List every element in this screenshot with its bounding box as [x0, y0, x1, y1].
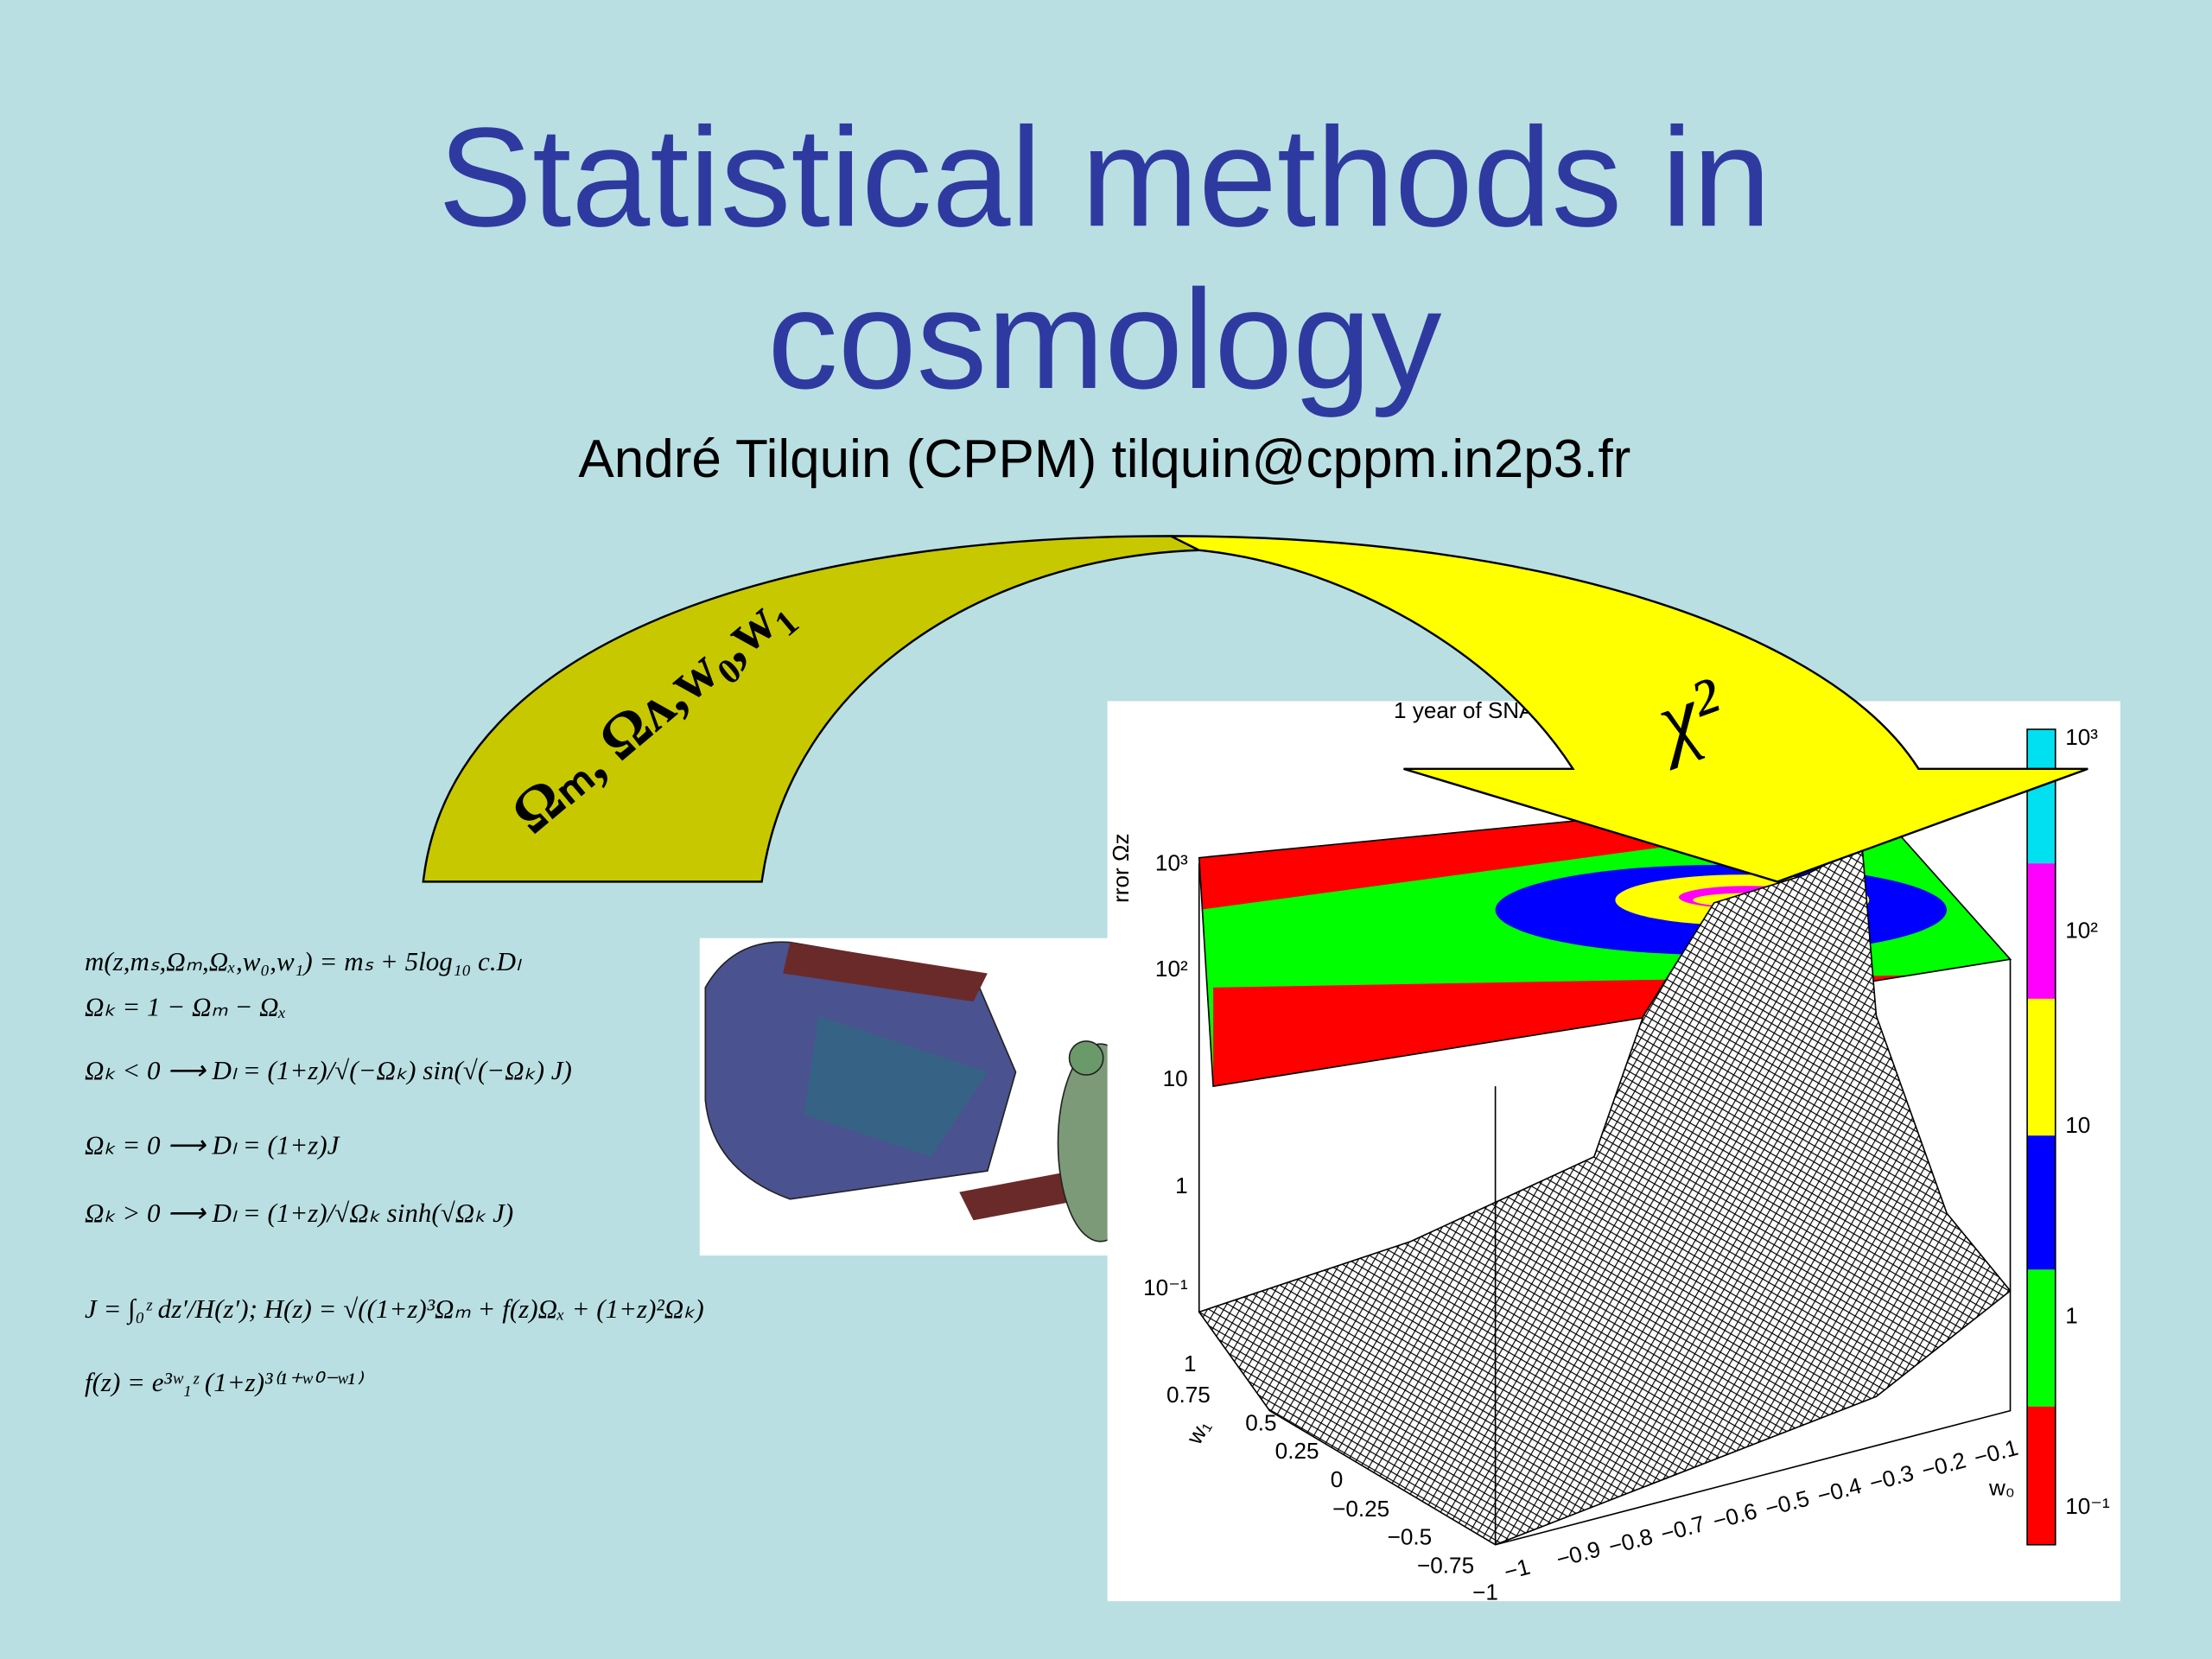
y-tick-label: −0.5	[1388, 1524, 1433, 1550]
plot-image: 1 year of SNA rror Ωz w₀ w₁ 10³10²10110⁻…	[1107, 697, 2120, 1605]
colorbar-tick-label: 10²	[2065, 918, 2098, 944]
y-tick-label: −0.75	[1417, 1552, 1474, 1578]
equation: Ωₖ = 1 − Ωₘ − Ωₓ	[85, 992, 286, 1022]
equation: Ωₖ < 0 ⟶ Dₗ = (1+z)/√(−Ωₖ) sin(√(−Ωₖ) J)	[85, 1055, 572, 1085]
colorbar	[2026, 728, 2056, 1546]
subtitle: André Tilquin (CPPM) tilquin@cppm.in2p3.…	[578, 429, 1630, 489]
y-tick-label: 0	[1331, 1466, 1344, 1492]
y-tick-label: 0.5	[1245, 1410, 1276, 1436]
equation: Ωₖ = 0 ⟶ Dₗ = (1+z)J	[85, 1130, 340, 1160]
colorbar-tick-label: 1	[2065, 1302, 2078, 1328]
axis-label: rror Ωz	[1108, 833, 1134, 902]
satellite-image	[699, 938, 1144, 1256]
title-line: Statistical methods in	[438, 98, 1771, 256]
z-tick-label: 10⁻¹	[1143, 1274, 1188, 1300]
x-tick-label: −1	[1501, 1554, 1533, 1586]
colorbar-tick-label: 10	[2065, 1112, 2090, 1138]
y-tick-label: 0.25	[1275, 1438, 1319, 1464]
z-tick-label: 10²	[1155, 956, 1188, 982]
y-tick-label: −1	[1472, 1579, 1498, 1605]
axis-label: w₀	[1988, 1475, 2015, 1501]
equation: J = ∫₀ᶻ dz′/H(z′); H(z) = √((1+z)³Ωₘ + f…	[85, 1294, 704, 1325]
y-tick-label: 0.75	[1166, 1382, 1211, 1408]
colorbar-tick-label: 10³	[2065, 724, 2098, 750]
surface	[1198, 845, 2012, 1546]
equations: m(z,mₛ,Ωₘ,Ωₓ,w₀,w₁) = mₛ + 5log₁₀ c.Dₗ Ωₖ…	[85, 946, 704, 1397]
title-line: cosmology	[767, 260, 1442, 418]
equation: f(z) = e³ʷ₁ᶻ (1+z)³⁽¹⁺ʷ⁰⁻ʷ¹⁾	[85, 1367, 365, 1397]
equation: Ωₖ > 0 ⟶ Dₗ = (1+z)/√Ωₖ sinh(√Ωₖ J)	[85, 1198, 513, 1228]
z-tick-label: 1	[1175, 1173, 1188, 1198]
z-tick-label: 10³	[1155, 849, 1188, 875]
equation: m(z,mₛ,Ωₘ,Ωₓ,w₀,w₁) = mₛ + 5log₁₀ c.Dₗ	[85, 946, 522, 976]
y-tick-label: −0.25	[1332, 1496, 1389, 1522]
plot-title: 1 year of SNA	[1394, 697, 1535, 723]
z-tick-label: 10	[1163, 1065, 1188, 1091]
colorbar-tick-label: 10⁻¹	[2065, 1493, 2110, 1519]
y-tick-label: 1	[1184, 1351, 1197, 1376]
